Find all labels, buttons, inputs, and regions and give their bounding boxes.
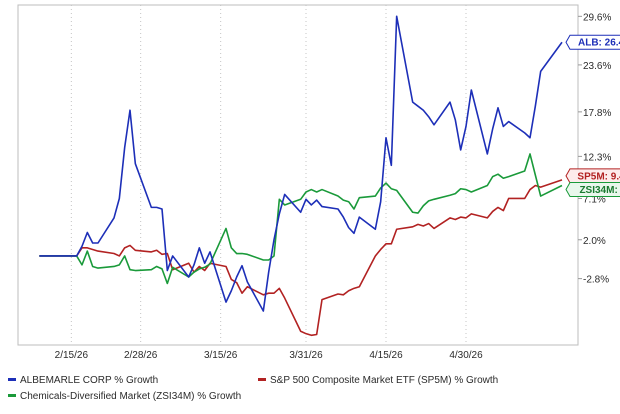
- y-tick-label: 2.0%: [583, 236, 606, 247]
- series-line-0: [39, 15, 563, 312]
- x-tick-label: 4/15/26: [369, 350, 403, 361]
- end-value-badges: ALB: 26.4% SP5M: 9.4% ZSI34M: 8.7%: [565, 34, 620, 198]
- y-tick-label: 29.6%: [583, 12, 611, 23]
- series-line-1: [39, 179, 563, 337]
- y-tick-label: -2.8%: [583, 275, 609, 286]
- legend-item-2: Chemicals-Diversified Market (ZSI34M) % …: [8, 391, 241, 402]
- y-tick-label: 7.1%: [583, 194, 606, 205]
- series-line-2: [39, 153, 563, 285]
- value-badge-label: ALB: 26.4%: [578, 38, 620, 49]
- value-badge-2: [565, 182, 620, 198]
- value-badge-1: [565, 168, 620, 184]
- legend-item-0: ALBEMARLE CORP % Growth: [8, 375, 158, 386]
- value-badge-label: ZSI34M: 8.7%: [579, 185, 620, 196]
- legend: ALBEMARLE CORP % Growth S&P 500 Composite…: [8, 375, 498, 402]
- y-tick-label: 23.6%: [583, 61, 611, 72]
- x-tick-label: 2/15/26: [55, 350, 89, 361]
- value-badge-label: SP5M: 9.4%: [577, 171, 620, 182]
- legend-swatch: [8, 394, 16, 397]
- legend-item-1: S&P 500 Composite Market ETF (SP5M) % Gr…: [258, 375, 498, 386]
- legend-swatch: [8, 378, 16, 381]
- x-tick-label: 3/15/26: [204, 350, 238, 361]
- y-tick-label: 12.3%: [583, 152, 611, 163]
- legend-swatch: [258, 378, 266, 381]
- x-tick-label: 2/28/26: [124, 350, 158, 361]
- value-badge-0: [565, 34, 620, 50]
- plot-area-frame: [17, 4, 579, 346]
- axes: 2/15/26 2/28/26 3/15/26 3/31/26 4/15/26 4/30/…: [55, 12, 612, 361]
- x-tick-label: 3/31/26: [289, 350, 323, 361]
- legend-label: S&P 500 Composite Market ETF (SP5M) % Gr…: [270, 375, 498, 386]
- legend-label: ALBEMARLE CORP % Growth: [20, 375, 158, 386]
- x-tick-label: 4/30/26: [449, 350, 483, 361]
- series-lines: [39, 15, 563, 337]
- legend-label: Chemicals-Diversified Market (ZSI34M) % …: [20, 391, 241, 402]
- y-tick-label: 17.8%: [583, 108, 611, 119]
- grid-lines: [17, 4, 579, 346]
